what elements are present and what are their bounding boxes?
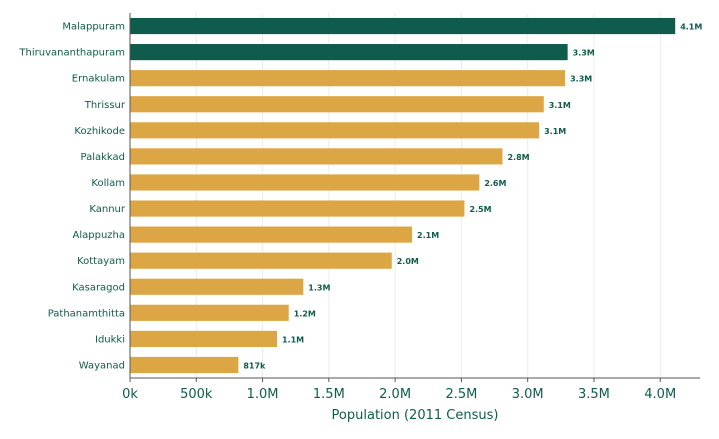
axis-layer (129, 13, 700, 379)
value-label: 2.5M (469, 205, 491, 214)
grid-layer (129, 13, 661, 378)
category-labels-layer: Malappuram Thiruvananthapuram Ernakulam Thr… (18, 22, 125, 372)
bar (130, 174, 480, 191)
category-label: Palakkad (81, 152, 126, 163)
value-labels-layer: 4.1M 3.3M 3.3M 3.1M 3.1M 2.8M 2.6M 2.5M 2.1M 2.0M… (243, 23, 702, 371)
category-label: Thrissur (84, 100, 126, 111)
x-tick-label: 2.0M (379, 387, 411, 402)
value-label: 2.6M (484, 179, 506, 188)
bar (130, 356, 239, 374)
category-label: Kannur (89, 204, 126, 215)
x-tick-label: 3.5M (578, 387, 610, 402)
x-tick-label: 1.5M (313, 387, 345, 402)
value-label: 2.1M (417, 231, 439, 240)
bar (130, 70, 566, 87)
value-label: 1.3M (308, 283, 330, 292)
x-tick-label: 3.0M (512, 387, 544, 402)
x-tick-label: 2.5M (445, 387, 477, 402)
category-label: Kasaragod (72, 282, 125, 293)
x-tick-label: 0k (122, 387, 138, 402)
value-label: 3.1M (544, 127, 566, 136)
x-tick-label: 1.0M (247, 387, 279, 402)
value-label: 817k (243, 361, 266, 370)
value-label: 2.0M (397, 257, 419, 266)
category-label: Kottayam (77, 256, 125, 267)
category-label: Malappuram (62, 22, 125, 33)
category-label: Thiruvananthapuram (18, 48, 125, 59)
bar (130, 96, 544, 113)
bar (130, 226, 413, 243)
x-ticks-layer: 0k 500k 1.0M 1.5M 2.0M 2.5M 3.0M 3.5M 4.0M (122, 378, 676, 402)
bar (130, 200, 465, 217)
value-label: 2.8M (507, 153, 529, 162)
value-label: 3.3M (570, 75, 592, 84)
category-label: Wayanad (79, 360, 125, 371)
bar (130, 278, 304, 295)
value-label: 4.1M (680, 23, 702, 32)
category-label: Kozhikode (74, 126, 125, 137)
bar (130, 252, 392, 269)
bar (130, 122, 540, 139)
value-label: 3.1M (549, 101, 571, 110)
bar (130, 330, 278, 347)
value-label: 1.1M (282, 335, 304, 344)
category-label: Kollam (91, 178, 125, 189)
category-label: Pathanamthitta (48, 308, 125, 319)
x-tick-label: 500k (180, 387, 213, 402)
x-tick-label: 4.0M (644, 387, 676, 402)
bar (130, 148, 503, 165)
category-label: Ernakulam (72, 74, 125, 85)
category-label: Idukki (95, 334, 125, 345)
category-label: Alappuzha (73, 230, 126, 241)
bar (130, 44, 568, 61)
value-label: 1.2M (294, 309, 316, 318)
value-label: 3.3M (573, 49, 595, 58)
bars-layer (130, 17, 676, 374)
bar (130, 304, 289, 321)
x-axis-title: Population (2011 Census) (332, 408, 499, 423)
bar (130, 17, 676, 35)
